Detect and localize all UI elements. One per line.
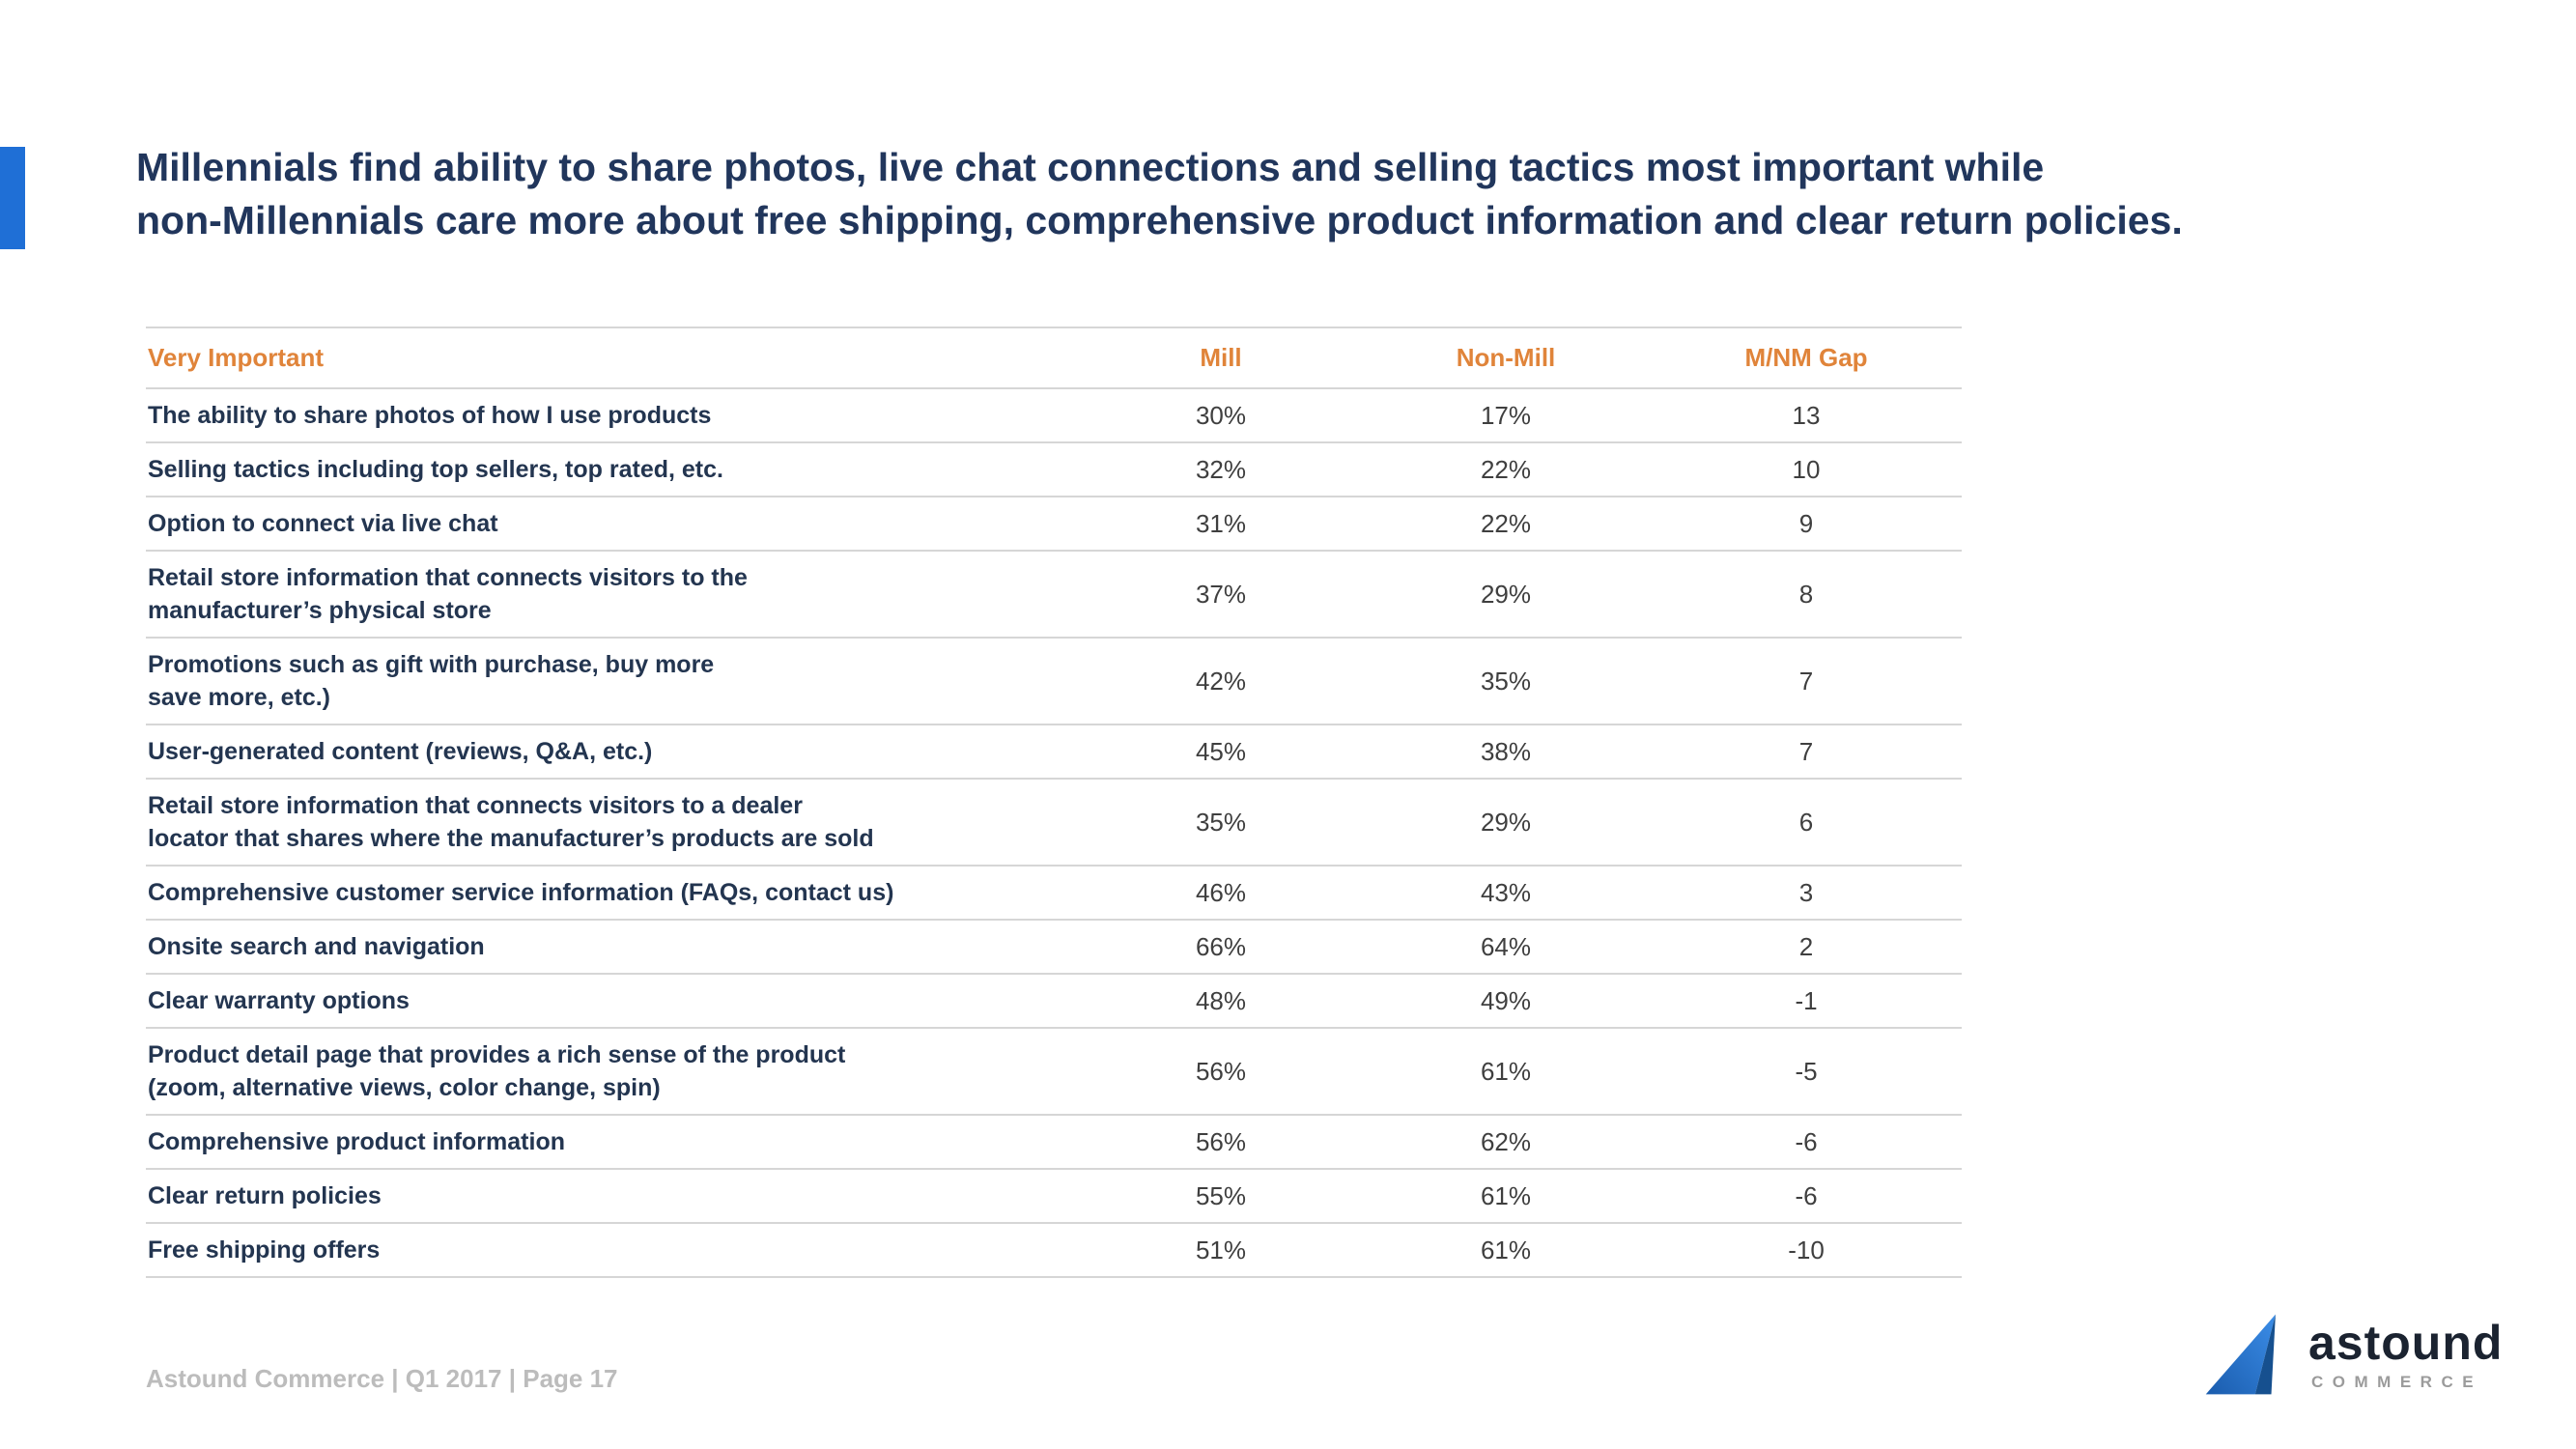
row-gap-value: 2 <box>1651 920 1962 975</box>
row-nonmill-value: 61% <box>1361 1028 1651 1116</box>
row-label: The ability to share photos of how I use… <box>146 388 1081 443</box>
row-mill-value: 32% <box>1081 442 1361 497</box>
col-header-gap: M/NM Gap <box>1651 327 1962 389</box>
row-label: Comprehensive product information <box>146 1115 1081 1170</box>
row-nonmill-value: 17% <box>1361 388 1651 443</box>
row-nonmill-value: 29% <box>1361 551 1651 639</box>
table-row: Comprehensive product information 56% 62… <box>146 1115 1962 1170</box>
results-table: Very Important Mill Non-Mill M/NM Gap Th… <box>146 327 1962 1278</box>
row-label: Clear return policies <box>146 1169 1081 1224</box>
row-nonmill-value: 64% <box>1361 920 1651 975</box>
row-mill-value: 37% <box>1081 551 1361 639</box>
results-table-container: Very Important Mill Non-Mill M/NM Gap Th… <box>146 327 1962 1278</box>
row-mill-value: 56% <box>1081 1115 1361 1170</box>
row-mill-value: 51% <box>1081 1223 1361 1278</box>
row-mill-value: 55% <box>1081 1169 1361 1224</box>
row-label: Selling tactics including top sellers, t… <box>146 442 1081 497</box>
logo-text-block: astound COMMERCE <box>2308 1318 2503 1392</box>
row-nonmill-value: 22% <box>1361 442 1651 497</box>
row-gap-value: -6 <box>1651 1169 1962 1224</box>
row-nonmill-value: 38% <box>1361 724 1651 780</box>
table-row: Comprehensive customer service informati… <box>146 866 1962 921</box>
row-mill-value: 31% <box>1081 497 1361 552</box>
col-header-mill: Mill <box>1081 327 1361 389</box>
footer-text: Astound Commerce | Q1 2017 | Page 17 <box>146 1364 618 1393</box>
row-mill-value: 56% <box>1081 1028 1361 1116</box>
row-mill-value: 30% <box>1081 388 1361 443</box>
astound-logo: astound COMMERCE <box>2204 1312 2503 1397</box>
row-mill-value: 48% <box>1081 974 1361 1029</box>
slide-title: Millennials find ability to share photos… <box>136 145 2183 242</box>
row-gap-value: 10 <box>1651 442 1962 497</box>
row-nonmill-value: 29% <box>1361 779 1651 867</box>
row-label: Promotions such as gift with purchase, b… <box>146 638 1081 725</box>
table-row: Onsite search and navigation 66% 64% 2 <box>146 920 1962 975</box>
row-mill-value: 42% <box>1081 638 1361 725</box>
logo-wordmark: astound <box>2308 1315 2504 1370</box>
row-mill-value: 35% <box>1081 779 1361 867</box>
table-row: Selling tactics including top sellers, t… <box>146 442 1962 497</box>
row-gap-value: -1 <box>1651 974 1962 1029</box>
row-gap-value: 3 <box>1651 866 1962 921</box>
row-mill-value: 46% <box>1081 866 1361 921</box>
table-row: Option to connect via live chat 31% 22% … <box>146 497 1962 552</box>
table-row: The ability to share photos of how I use… <box>146 388 1962 443</box>
row-gap-value: 6 <box>1651 779 1962 867</box>
row-nonmill-value: 22% <box>1361 497 1651 552</box>
row-label: Comprehensive customer service informati… <box>146 866 1081 921</box>
row-gap-value: 7 <box>1651 638 1962 725</box>
table-row: Promotions such as gift with purchase, b… <box>146 638 1962 725</box>
row-gap-value: -10 <box>1651 1223 1962 1278</box>
table-row: Retail store information that connects v… <box>146 551 1962 639</box>
col-header-very-important: Very Important <box>146 327 1081 389</box>
row-mill-value: 45% <box>1081 724 1361 780</box>
row-label: Product detail page that provides a rich… <box>146 1028 1081 1116</box>
row-label: Onsite search and navigation <box>146 920 1081 975</box>
row-mill-value: 66% <box>1081 920 1361 975</box>
row-gap-value: 7 <box>1651 724 1962 780</box>
row-nonmill-value: 61% <box>1361 1169 1651 1224</box>
table-row: User-generated content (reviews, Q&A, et… <box>146 724 1962 780</box>
row-gap-value: -5 <box>1651 1028 1962 1116</box>
row-nonmill-value: 49% <box>1361 974 1651 1029</box>
row-gap-value: 8 <box>1651 551 1962 639</box>
logo-subtext: COMMERCE <box>2311 1372 2483 1391</box>
row-gap-value: -6 <box>1651 1115 1962 1170</box>
table-row: Clear return policies 55% 61% -6 <box>146 1169 1962 1224</box>
row-label: Free shipping offers <box>146 1223 1081 1278</box>
row-label: Clear warranty options <box>146 974 1081 1029</box>
row-nonmill-value: 43% <box>1361 866 1651 921</box>
row-nonmill-value: 35% <box>1361 638 1651 725</box>
row-nonmill-value: 62% <box>1361 1115 1651 1170</box>
table-row: Product detail page that provides a rich… <box>146 1028 1962 1116</box>
row-label: Option to connect via live chat <box>146 497 1081 552</box>
table-row: Clear warranty options 48% 49% -1 <box>146 974 1962 1029</box>
title-accent-bar <box>0 147 25 249</box>
table-row: Retail store information that connects v… <box>146 779 1962 867</box>
row-nonmill-value: 61% <box>1361 1223 1651 1278</box>
row-label: User-generated content (reviews, Q&A, et… <box>146 724 1081 780</box>
row-gap-value: 13 <box>1651 388 1962 443</box>
col-header-nonmill: Non-Mill <box>1361 327 1651 389</box>
table-row: Free shipping offers 51% 61% -10 <box>146 1223 1962 1278</box>
row-label: Retail store information that connects v… <box>146 779 1081 867</box>
astound-arrow-icon <box>2205 1314 2276 1395</box>
row-label: Retail store information that connects v… <box>146 551 1081 639</box>
table-header-row: Very Important Mill Non-Mill M/NM Gap <box>146 327 1962 389</box>
row-gap-value: 9 <box>1651 497 1962 552</box>
